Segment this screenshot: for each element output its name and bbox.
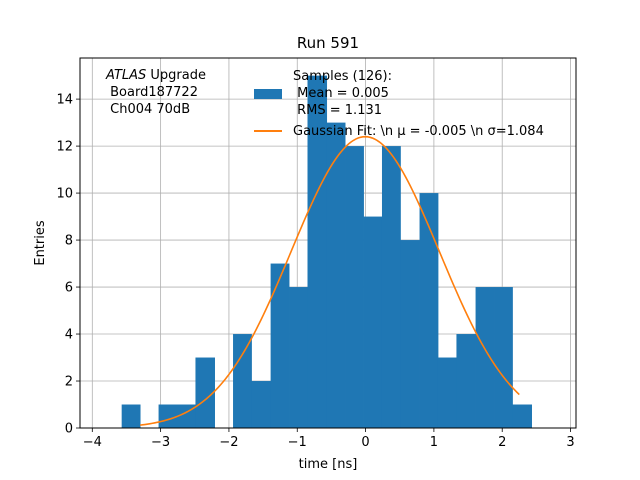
- x-tick-label: −3: [151, 435, 170, 450]
- y-axis-ticks: 0 2 4 6 8 10 12 14: [56, 93, 80, 437]
- histogram-bar: [400, 240, 420, 428]
- gaussian-fit: [140, 135, 520, 426]
- legend-fit-label: Gaussian Fit: \n μ = -0.005 \n σ=1.084: [293, 124, 544, 139]
- x-tick-label: −4: [83, 435, 102, 450]
- x-tick-label: 3: [566, 435, 574, 450]
- y-tick-label: 12: [56, 140, 73, 155]
- annotation-atlas: ATLAS: [105, 68, 146, 83]
- annotation-line-3: Ch004 70dB: [106, 102, 190, 117]
- x-tick-label: 0: [361, 435, 369, 450]
- x-axis-label: time [ns]: [299, 457, 358, 472]
- atlas-annotation: ATLAS Upgrade Board187722 Ch004 70dB: [105, 68, 206, 117]
- annotation-line-2: Board187722: [106, 85, 198, 100]
- histogram-bar: [381, 146, 401, 428]
- y-tick-label: 6: [65, 281, 73, 296]
- y-tick-label: 10: [56, 187, 73, 202]
- x-axis-ticks: −4 −3 −2 −1 0 1 2 3: [83, 428, 575, 450]
- x-tick-label: 1: [430, 435, 438, 450]
- histogram-bar: [437, 357, 457, 428]
- histogram-bar: [494, 287, 513, 428]
- y-axis-label: Entries: [33, 220, 48, 266]
- y-tick-label: 0: [65, 422, 73, 437]
- annotation-line-1: ATLAS Upgrade: [105, 68, 206, 83]
- histogram-bar: [289, 287, 308, 428]
- histogram-bar: [363, 216, 383, 428]
- histogram-bar: [195, 357, 215, 428]
- histogram-bar: [270, 263, 290, 428]
- chart-title: Run 591: [297, 34, 359, 52]
- histogram-bar: [251, 381, 272, 428]
- histogram-bar: [345, 146, 364, 428]
- annotation-upgrade: Upgrade: [146, 68, 206, 83]
- gaussian-fit-line: [140, 135, 520, 426]
- histogram-bars: [121, 75, 532, 428]
- histogram-bar: [512, 404, 532, 428]
- legend-hist-line-3: RMS = 1.131: [293, 103, 382, 118]
- legend-hist-line-1: Samples (126):: [293, 69, 392, 84]
- axes-frame: [79, 57, 577, 429]
- histogram-bar: [307, 75, 328, 428]
- histogram-bar: [475, 287, 495, 428]
- x-tick-label: −2: [219, 435, 238, 450]
- histogram-bar: [158, 404, 178, 428]
- y-tick-label: 4: [65, 328, 73, 343]
- y-tick-label: 2: [65, 375, 73, 390]
- histogram-bar: [456, 334, 476, 428]
- legend-hist-swatch: [254, 89, 282, 99]
- x-tick-label: 2: [498, 435, 506, 450]
- histogram-bar: [121, 404, 141, 428]
- y-tick-label: 8: [65, 234, 73, 249]
- legend-hist-line-2: Mean = 0.005: [293, 86, 389, 101]
- histogram-bar: [233, 334, 252, 428]
- histogram-bar: [419, 193, 439, 428]
- legend: Samples (126): Mean = 0.005 RMS = 1.131 …: [254, 69, 544, 139]
- x-tick-label: −1: [288, 435, 307, 450]
- histogram-bar: [326, 122, 346, 428]
- y-tick-label: 14: [56, 93, 73, 108]
